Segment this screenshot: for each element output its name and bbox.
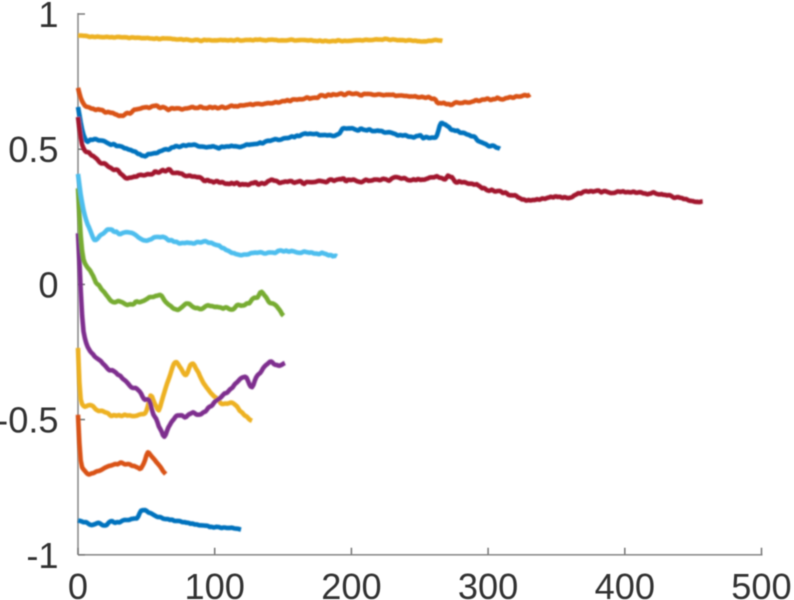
svg-text:500: 500	[731, 566, 791, 600]
svg-text:1: 1	[38, 0, 58, 35]
svg-text:400: 400	[595, 566, 655, 600]
svg-text:0: 0	[38, 264, 58, 305]
svg-text:100: 100	[185, 566, 245, 600]
svg-text:200: 200	[321, 566, 381, 600]
svg-text:0.5: 0.5	[8, 129, 58, 170]
svg-text:0: 0	[68, 566, 88, 600]
svg-text:300: 300	[458, 566, 518, 600]
svg-text:-1: -1	[26, 535, 58, 576]
svg-text:-0.5: -0.5	[0, 400, 59, 441]
